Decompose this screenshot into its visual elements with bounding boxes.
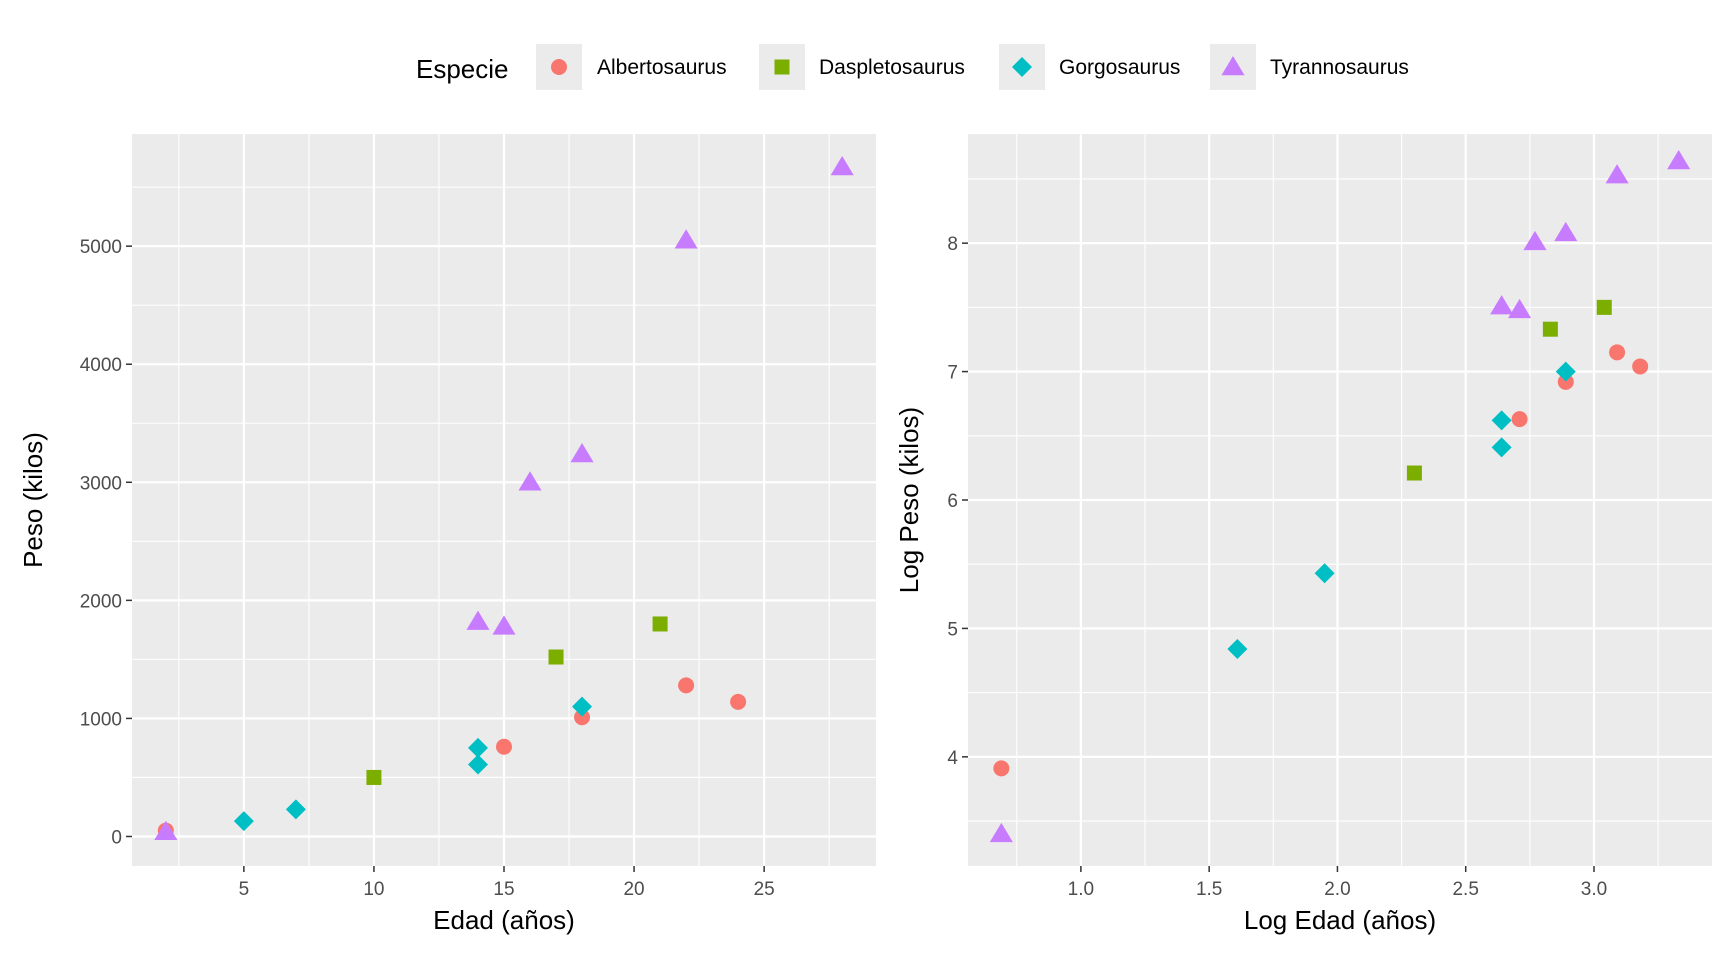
y-tick-label: 6 <box>947 491 958 512</box>
data-point-albertosaurus <box>496 738 512 755</box>
x-tick-label: 10 <box>363 879 384 900</box>
data-point-gorgosaurus <box>467 737 488 758</box>
data-point-tyrannosaurus <box>674 229 698 249</box>
data-point-tyrannosaurus <box>1667 149 1691 170</box>
y-tick-label: 3000 <box>80 473 122 494</box>
data-point-albertosaurus <box>678 677 695 694</box>
legend-label-daspletosaurus: Daspletosaurus <box>819 56 965 79</box>
data-point-albertosaurus <box>730 693 747 710</box>
x-tick-label: 3.0 <box>1581 879 1607 900</box>
data-points <box>989 149 1691 843</box>
y-tick-label: 5 <box>947 619 958 640</box>
data-point-tyrannosaurus <box>1605 164 1629 184</box>
legend-symbol-albertosaurus <box>551 59 567 75</box>
data-point-gorgosaurus <box>1491 410 1512 431</box>
y-tick-label: 2000 <box>80 591 122 612</box>
data-point-tyrannosaurus <box>830 156 854 176</box>
y-tick-label: 8 <box>947 234 958 255</box>
legend-label-tyrannosaurus: Tyrannosaurus <box>1270 56 1409 79</box>
x-tick-label: 2.5 <box>1452 879 1478 900</box>
x-tick-label: 1.5 <box>1196 879 1222 900</box>
data-point-tyrannosaurus <box>570 442 594 463</box>
y-tick-label: 0 <box>111 827 122 848</box>
data-point-tyrannosaurus <box>1508 298 1532 319</box>
data-point-tyrannosaurus <box>154 820 178 841</box>
legend-label-albertosaurus: Albertosaurus <box>597 56 727 79</box>
data-point-tyrannosaurus <box>492 615 516 635</box>
data-point-gorgosaurus <box>467 754 488 775</box>
x-tick-label: 1.0 <box>1068 879 1094 900</box>
data-point-tyrannosaurus <box>1490 295 1514 315</box>
x-tick-label: 2.0 <box>1324 879 1350 900</box>
data-point-tyrannosaurus <box>518 471 542 491</box>
data-point-tyrannosaurus <box>466 610 490 630</box>
gridlines <box>968 134 1712 866</box>
x-axis-title: Edad (años) <box>433 905 575 935</box>
x-axis-title: Log Edad (años) <box>1244 905 1436 935</box>
data-point-albertosaurus <box>1632 358 1649 375</box>
data-point-albertosaurus <box>1557 373 1574 390</box>
legend: Especie Albertosaurus Daspletosaurus Gorgo… <box>416 44 1409 90</box>
data-points <box>154 156 854 841</box>
y-axis-title: Peso (kilos) <box>18 432 48 568</box>
data-point-tyrannosaurus <box>989 822 1013 843</box>
x-tick-label: 15 <box>493 879 514 900</box>
legend-title: Especie <box>416 54 509 84</box>
y-tick-label: 1000 <box>80 709 122 730</box>
data-point-albertosaurus <box>993 760 1010 777</box>
data-point-albertosaurus <box>1609 344 1626 361</box>
gridlines <box>132 134 876 866</box>
x-tick-label: 25 <box>754 879 775 900</box>
data-point-gorgosaurus <box>233 811 254 832</box>
data-point-tyrannosaurus <box>1554 221 1578 242</box>
data-point-daspletosaurus <box>1596 299 1612 315</box>
data-point-gorgosaurus <box>285 799 306 820</box>
data-point-albertosaurus <box>1511 411 1528 428</box>
y-tick-label: 4 <box>947 748 958 769</box>
y-tick-label: 7 <box>947 363 958 384</box>
data-point-daspletosaurus <box>1406 465 1422 481</box>
data-point-gorgosaurus <box>1555 361 1576 382</box>
data-point-daspletosaurus <box>366 769 382 785</box>
legend-symbol-tyrannosaurus <box>1221 56 1245 76</box>
scatter-panel-age-weight: 5 10 15 20 25 0 1000 2000 3000 4000 5000 Edad (años… <box>18 134 876 935</box>
legend-symbol-daspletosaurus <box>774 59 790 75</box>
x-tick-label: 5 <box>239 879 250 900</box>
data-point-gorgosaurus <box>1227 638 1248 659</box>
data-point-gorgosaurus <box>572 696 593 717</box>
scatter-panel-log-age-log-weight: 1.0 1.5 2.0 2.5 3.0 4 5 6 7 8 Log Edad (años) Log P… <box>894 134 1712 935</box>
data-point-tyrannosaurus <box>1523 230 1547 251</box>
data-point-gorgosaurus <box>1491 437 1512 458</box>
data-point-albertosaurus <box>574 709 591 726</box>
data-point-daspletosaurus <box>1542 321 1558 337</box>
data-point-daspletosaurus <box>652 616 668 632</box>
y-axis-title: Log Peso (kilos) <box>894 407 924 593</box>
data-point-daspletosaurus <box>548 649 564 665</box>
y-tick-label: 4000 <box>80 355 122 376</box>
legend-label-gorgosaurus: Gorgosaurus <box>1059 56 1180 79</box>
data-point-gorgosaurus <box>1314 563 1335 584</box>
x-tick-label: 20 <box>623 879 644 900</box>
legend-symbol-gorgosaurus <box>1012 57 1032 77</box>
y-tick-label: 5000 <box>80 237 122 258</box>
